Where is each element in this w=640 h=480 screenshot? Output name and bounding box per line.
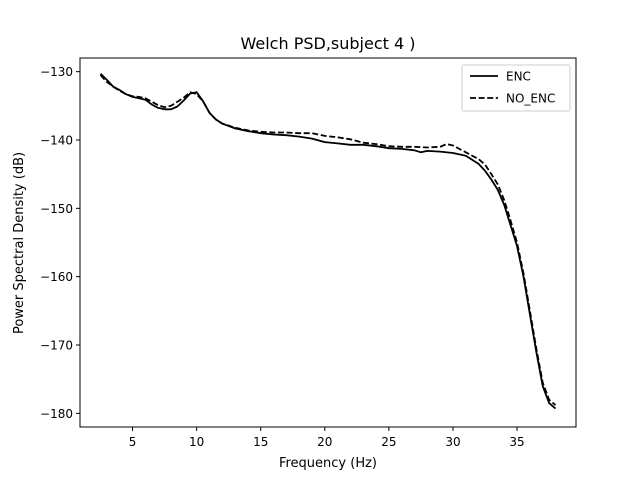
- legend-label-no-enc: NO_ENC: [506, 92, 555, 106]
- series-line-no-enc: [99, 74, 557, 406]
- y-tick-label: −140: [40, 134, 73, 148]
- x-axis-label: Frequency (Hz): [279, 456, 377, 471]
- x-tick-label: 25: [381, 435, 396, 449]
- chart-title: Welch PSD,subject 4 ): [241, 34, 416, 53]
- y-tick-label: −130: [40, 65, 73, 79]
- x-tick-label: 15: [253, 435, 268, 449]
- axes-frame: [79, 57, 577, 428]
- x-tick-label: 30: [445, 435, 460, 449]
- y-tick-label: −160: [40, 270, 73, 284]
- legend: ENC NO_ENC: [461, 64, 571, 112]
- x-tick-label: 35: [509, 435, 524, 449]
- y-axis: −130 −140 −150 −160 −170 −180: [40, 65, 80, 421]
- series-line-enc: [99, 73, 557, 410]
- x-tick-label: 5: [129, 435, 137, 449]
- legend-label-enc: ENC: [506, 70, 531, 84]
- x-tick-label: 20: [317, 435, 332, 449]
- y-tick-label: −150: [40, 202, 73, 216]
- y-tick-label: −180: [40, 407, 73, 421]
- y-tick-label: −170: [40, 339, 73, 353]
- x-axis: 5 10 15 20 25 30 35: [129, 427, 525, 449]
- y-axis-label: Power Spectral Density (dB): [12, 152, 27, 334]
- x-tick-label: 10: [189, 435, 204, 449]
- plot-area: [79, 57, 577, 428]
